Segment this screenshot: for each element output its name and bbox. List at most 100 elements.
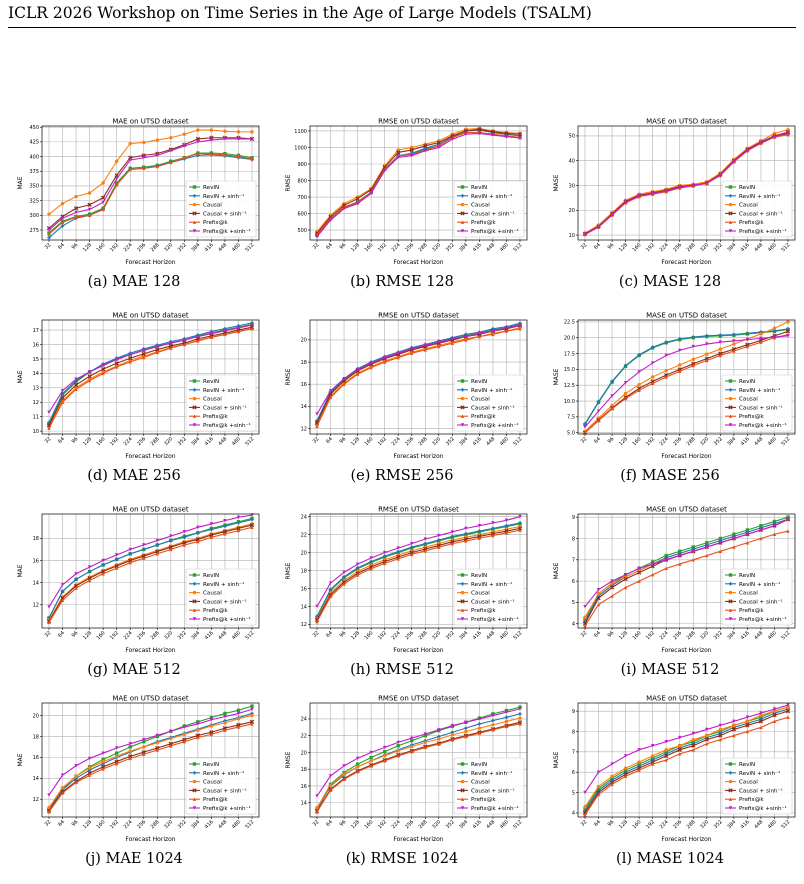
data-point [223,532,227,536]
data-point [410,736,414,740]
data-point [142,745,146,749]
data-point [610,213,614,217]
data-point [128,352,132,357]
legend-label: Prefix@k [739,220,764,226]
data-point [518,514,522,519]
x-tick-label: 32 [580,630,589,639]
data-point [518,528,522,532]
legend-marker [460,185,465,189]
data-point [101,563,105,567]
y-tick-label: 12 [33,797,39,803]
data-point [396,557,400,561]
y-tick-label: 14 [301,604,307,610]
data-point [504,724,509,729]
data-point [610,379,614,384]
series-6 [583,517,790,609]
data-point [450,530,455,534]
x-tick-label: 128 [618,436,629,447]
data-point [250,323,254,327]
x-tick-label: 160 [632,242,643,253]
data-point [583,232,587,236]
legend-marker [728,762,733,766]
legend-marker [460,379,465,383]
chart-title: MAE on UTSD dataset [112,312,189,320]
data-point [785,708,791,714]
series-5 [47,326,254,430]
data-point [128,356,133,361]
legend-marker [460,423,465,427]
x-tick-label: 192 [377,630,388,641]
data-point [369,750,373,755]
legend-marker [728,582,733,586]
data-point [423,537,427,541]
data-point [155,543,159,547]
data-point [249,522,255,528]
legend-label: RevIN + sinh⁻¹ [739,387,780,394]
data-point [650,381,655,386]
data-point [396,749,400,753]
data-point [491,332,495,337]
data-point [250,517,254,522]
data-point [196,720,200,724]
x-tick-label: 320 [163,819,174,830]
data-point [691,363,695,368]
data-point [142,348,146,353]
data-point [450,337,455,341]
x-tick-label: 256 [672,242,683,253]
data-point [664,368,668,373]
y-tick-label: 24 [301,514,307,520]
x-tick-label: 512 [780,630,791,641]
data-point [745,331,750,335]
legend-label: RevIN [203,573,219,579]
y-tick-label: 4 [572,811,575,817]
data-point [142,737,146,742]
series-6 [315,707,522,798]
data-point [328,587,333,592]
data-point [169,744,173,748]
data-point [355,196,360,201]
chart-10: MAE on UTSD dataset 32 64 96 128 160 192 224 256… [17,695,260,843]
data-point [772,519,777,524]
chart-title: RMSE on UTSD dataset [378,118,459,126]
data-point [369,556,373,560]
data-point [609,585,615,590]
x-tick-label: 128 [350,436,361,447]
x-tick-label: 384 [458,436,469,447]
y-axis-label: MAE [17,370,24,383]
subfigure-caption: (l) MASE 1024 [616,851,724,867]
series-line [316,523,521,618]
data-point [477,717,482,721]
data-point [182,739,187,744]
page-header: ICLR 2026 Workshop on Time Series in the… [8,4,592,22]
data-point [182,737,187,742]
y-tick-label: 22 [301,532,307,538]
data-point [437,737,441,741]
data-point [182,342,187,347]
y-tick-label: 16 [301,382,307,388]
data-point [759,711,763,715]
x-tick-label: 416 [472,630,483,641]
x-axis-label: Forecast Horizon [661,453,711,460]
x-tick-label: 480 [499,819,510,830]
data-point [209,730,214,735]
x-tick-label: 160 [96,436,107,447]
subfigure-caption: (i) MASE 512 [620,662,720,678]
x-tick-label: 480 [767,819,778,830]
legend-label: RevIN [739,379,755,385]
legend-label: Causal + sinh⁻¹ [203,404,247,411]
x-tick-label: 512 [780,819,791,830]
data-point [637,194,641,198]
data-point [128,360,132,364]
legend-marker [192,771,197,775]
data-point [583,790,587,795]
data-point [477,127,482,132]
data-point [101,207,105,212]
data-point [128,745,132,749]
x-tick-label: 160 [96,242,107,253]
data-point [678,185,682,190]
data-point [732,733,736,738]
data-point [477,331,482,335]
legend-label: RevIN + sinh⁻¹ [203,581,244,588]
